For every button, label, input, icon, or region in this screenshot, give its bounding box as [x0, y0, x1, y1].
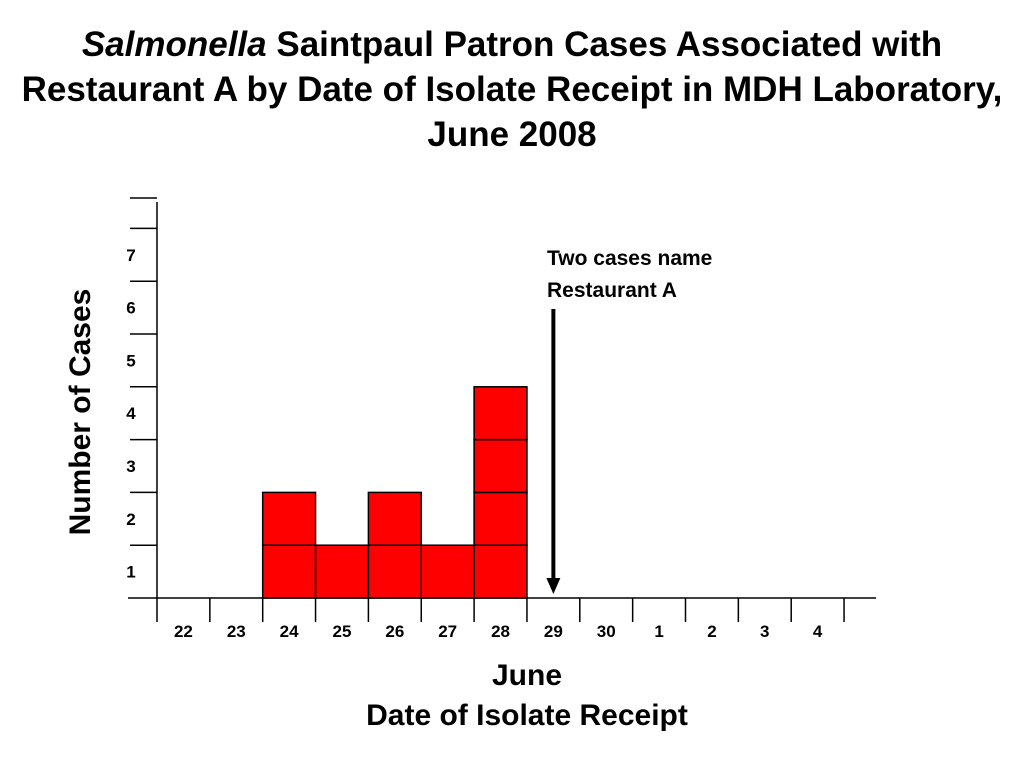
annotation-arrow: [546, 309, 561, 594]
x-tick-label-28: 28: [491, 622, 510, 641]
y-tick-labels: 1 2 3 4 5 6 7: [126, 246, 136, 582]
bar-cell-24-1: [314, 544, 370, 599]
chart-title: Salmonella Saintpaul Patron Cases Associ…: [0, 22, 1024, 157]
x-tick-label-29: 29: [544, 622, 563, 641]
bar-cell-27-2: [473, 491, 528, 546]
x-tick-label-30: 30: [597, 622, 616, 641]
x-axis-title-line1: June: [492, 659, 562, 692]
annotation-line1: Two cases name: [547, 247, 712, 270]
y-tick-label-2: 2: [126, 510, 135, 529]
bar-cell-25-2: [367, 491, 422, 546]
x-tick-label-2: 2: [707, 622, 716, 641]
x-tick-label-4: 4: [813, 622, 823, 641]
annotation-line2: Restaurant A: [547, 279, 677, 302]
x-tick-label-23: 23: [227, 622, 246, 641]
bar-cell-23-1: [261, 544, 317, 599]
bar-cell-27-3: [473, 438, 528, 494]
x-tick-label-26: 26: [385, 622, 404, 641]
x-axis-title-line2: Date of Isolate Receipt: [366, 699, 688, 732]
bar-cell-26-1: [420, 544, 475, 599]
y-tick-label-4: 4: [126, 404, 136, 423]
axes-layer: [128, 197, 876, 622]
x-tick-label-27: 27: [438, 622, 457, 641]
y-axis-title: Number of Cases: [64, 289, 97, 536]
y-tick-label-6: 6: [126, 299, 135, 318]
x-tick-label-1: 1: [654, 622, 663, 641]
bar-cell-27-1: [473, 544, 528, 599]
chart-title-rest: Saintpaul Patron Cases Associated with R…: [21, 25, 1003, 154]
x-tick-label-25: 25: [333, 622, 352, 641]
chart-title-italic: Salmonella: [81, 25, 267, 64]
annotation-arrow-head: [546, 578, 561, 594]
x-tick-labels: 22 23 24 25 26 27 28 29 30 1 2 3 4: [174, 622, 823, 641]
y-tick-label-7: 7: [126, 246, 135, 265]
y-tick-label-5: 5: [126, 351, 135, 370]
bar-cell-25-1: [367, 544, 422, 599]
y-tick-label-1: 1: [126, 563, 135, 582]
x-tick-label-24: 24: [280, 622, 299, 641]
bars-layer: [261, 386, 528, 599]
x-tick-label-3: 3: [760, 622, 769, 641]
x-tick-label-22: 22: [174, 622, 193, 641]
y-tick-label-3: 3: [126, 457, 135, 476]
bar-cell-23-2: [261, 491, 317, 546]
bar-cell-27-4: [473, 386, 528, 441]
